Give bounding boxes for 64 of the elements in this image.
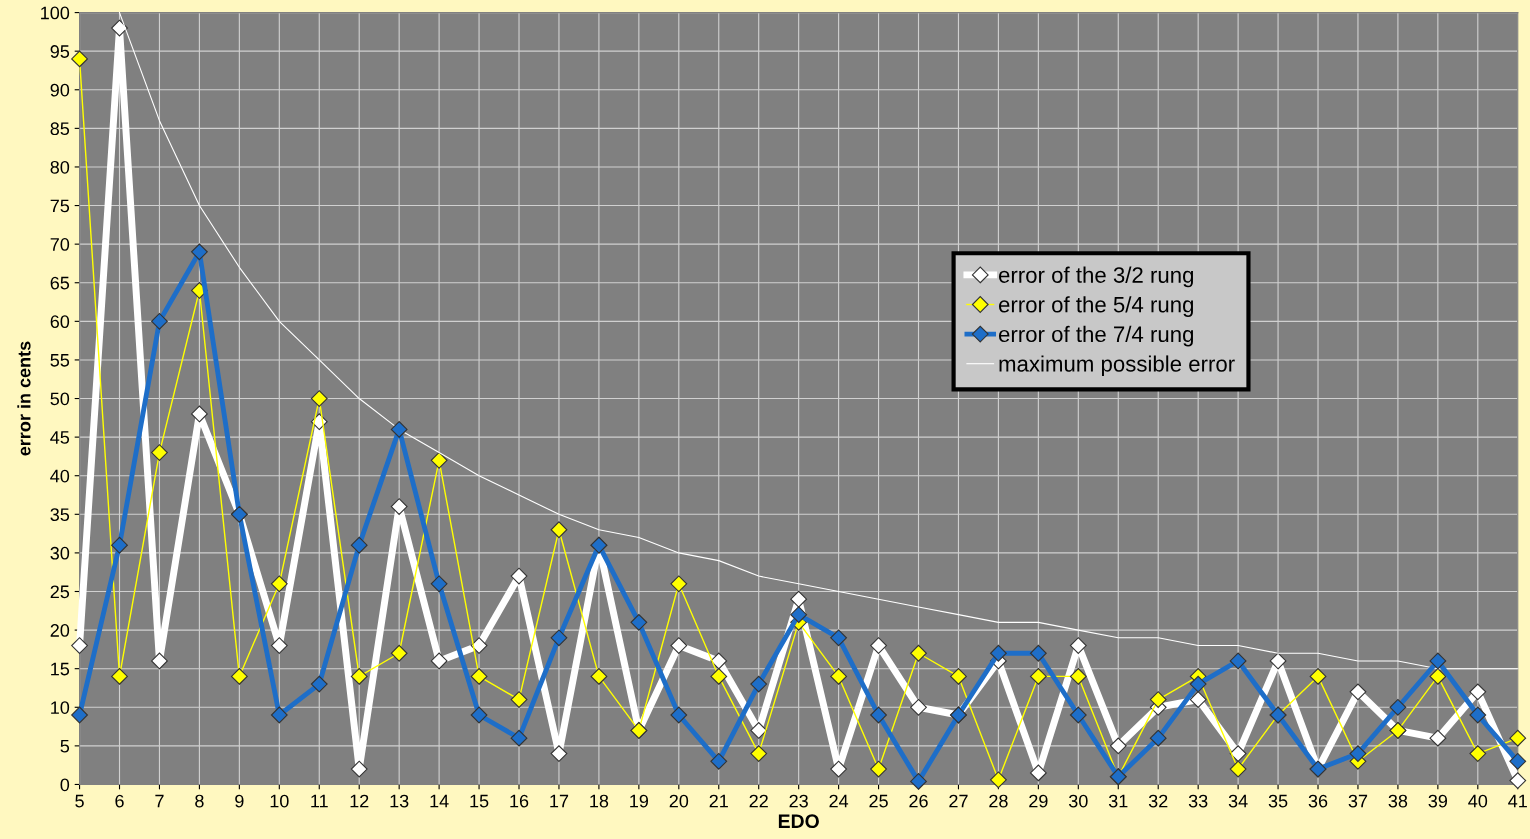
x-tick-label: 15 (470, 794, 489, 808)
y-tick-label: 5 (60, 739, 70, 753)
legend-label: error of the 5/4 rung (998, 296, 1194, 317)
x-tick-label: 38 (1388, 794, 1408, 808)
y-tick-label: 100 (41, 6, 70, 20)
y-tick-label: 30 (50, 546, 70, 560)
y-tick-label: 25 (50, 585, 70, 599)
x-tick-label: 41 (1508, 794, 1527, 808)
y-tick-label: 40 (50, 469, 70, 483)
x-tick-label: 6 (115, 794, 124, 808)
y-tick-label: 55 (50, 354, 70, 367)
x-tick-label: 7 (155, 794, 164, 808)
y-tick-label: 20 (50, 624, 70, 637)
y-tick-label: 80 (50, 160, 70, 174)
x-tick-label: 17 (550, 794, 569, 808)
x-tick-label: 36 (1308, 794, 1328, 808)
x-tick-label: 33 (1188, 794, 1208, 808)
x-tick-label: 8 (195, 794, 204, 808)
x-tick-label: 30 (1068, 794, 1088, 808)
x-tick-label: 12 (350, 794, 369, 808)
x-tick-label: 13 (390, 794, 409, 808)
x-tick-label: 35 (1268, 794, 1288, 808)
x-tick-label: 39 (1428, 794, 1448, 808)
y-tick-label: 45 (50, 431, 70, 444)
x-tick-label: 20 (669, 794, 689, 808)
y-tick-label: 0 (60, 778, 70, 792)
y-tick-label: 50 (50, 392, 70, 406)
y-axis-title: error in cents (17, 341, 31, 456)
x-tick-label: 31 (1108, 794, 1128, 808)
y-tick-label: 65 (50, 276, 70, 290)
x-tick-label: 18 (590, 794, 609, 808)
y-tick-label: 70 (50, 238, 70, 251)
x-tick-label: 14 (430, 794, 449, 808)
y-tick-label: 95 (50, 45, 70, 58)
y-tick-label: 10 (51, 701, 70, 714)
x-tick-label: 22 (749, 794, 768, 808)
x-tick-label: 5 (75, 794, 84, 808)
x-axis-title: EDO (778, 814, 819, 829)
y-tick-label: 60 (50, 315, 70, 329)
x-tick-label: 34 (1228, 794, 1248, 808)
y-tick-label: 90 (50, 83, 70, 97)
y-tick-label: 75 (50, 199, 70, 213)
y-tick-label: 85 (50, 122, 70, 136)
x-tick-label: 26 (909, 794, 928, 808)
x-tick-label: 21 (709, 794, 728, 808)
x-tick-label: 40 (1468, 794, 1488, 808)
x-tick-label: 27 (949, 794, 968, 808)
x-tick-label: 10 (270, 794, 289, 808)
x-tick-label: 23 (789, 794, 808, 808)
x-tick-label: 28 (989, 794, 1008, 808)
x-tick-label: 19 (630, 794, 649, 808)
x-tick-label: 11 (311, 794, 328, 808)
x-tick-label: 25 (869, 794, 888, 808)
legend-label: error of the 7/4 rung (998, 325, 1194, 347)
x-tick-label: 16 (510, 794, 529, 808)
x-tick-label: 9 (235, 794, 244, 808)
y-tick-label: 35 (50, 508, 70, 522)
x-tick-label: 32 (1148, 794, 1168, 808)
x-tick-label: 29 (1029, 794, 1048, 808)
legend-label: maximum possible error (999, 355, 1235, 377)
legend-label: error of the 3/2 rung (998, 266, 1194, 288)
x-tick-label: 24 (829, 794, 849, 808)
x-tick-label: 37 (1348, 794, 1368, 808)
y-tick-label: 15 (51, 662, 70, 676)
